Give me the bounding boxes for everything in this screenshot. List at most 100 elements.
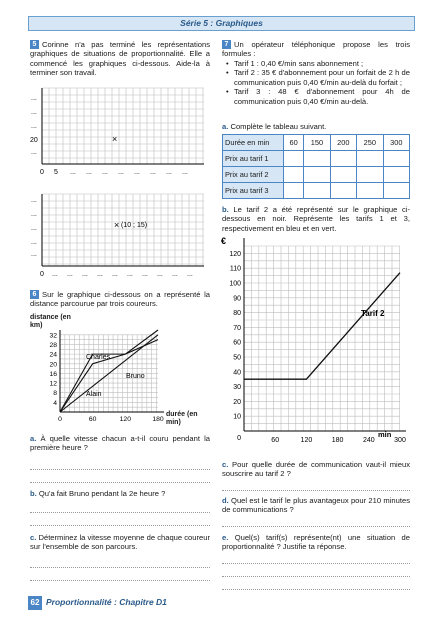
exercise-7-question-c: c. Pour quelle durée de communication va… [222, 460, 410, 479]
series-line-tarif-2 [244, 272, 401, 380]
question-c-text: Déterminez la vitesse moyenne de chaque … [30, 533, 210, 552]
graph-1-x-placeholder: ... [166, 169, 172, 176]
graph-1-x-placeholder: ... [86, 169, 92, 176]
table-cell[interactable] [282, 166, 305, 183]
y-tick-label: 10 [233, 414, 241, 421]
table-cell[interactable] [356, 166, 384, 183]
y-tick-label: 120 [229, 251, 241, 258]
graph-1-x-placeholder: ... [102, 169, 108, 176]
table-row-label: Prix au tarif 1 [222, 150, 284, 167]
x-tick-label: 180 [152, 416, 164, 423]
exercise-5-text: Corinne n'a pas terminé les représentati… [30, 40, 210, 78]
x-tick-label: 300 [394, 437, 406, 444]
question-7e-text: Quel(s) tarif(s) représente(nt) une situ… [222, 533, 410, 552]
graph-1-x-placeholder: ... [150, 169, 156, 176]
table-header-cell: 60 [282, 134, 305, 151]
exercise-6-question-b: b. Qu'a fait Bruno pendant la 2e heure ? [30, 489, 210, 498]
exercise-6-question-c: c. Déterminez la vitesse moyenne de chaq… [30, 533, 210, 552]
graph-1-y-placeholder: ... [31, 123, 37, 130]
tarif-item-1: • Tarif 1 : 0,40 €/min sans abonnement ; [226, 59, 364, 68]
graph-1-x-label: 5 [54, 169, 58, 176]
graph-2-y-placeholder: ... [31, 239, 37, 246]
y-tick-label: 4 [53, 400, 57, 407]
table-cell[interactable] [382, 182, 411, 199]
table-cell[interactable] [329, 166, 358, 183]
table-cell[interactable] [356, 182, 384, 199]
series-label-alain: Alain [86, 391, 102, 398]
graph-1-point-mark: × [112, 134, 117, 144]
graph-1-x-placeholder: ... [134, 169, 140, 176]
x-tick-label: 60 [89, 416, 97, 423]
answer-lines-7e [222, 551, 410, 590]
question-a-text: À quelle vitesse chacun a-t-il couru pen… [30, 434, 210, 453]
table-row: Prix au tarif 2 [222, 166, 411, 183]
x-tick-label: 120 [120, 416, 132, 423]
y-tick-label: 70 [233, 325, 241, 332]
exercise-6-text: Sur le graphique ci-dessous on a représe… [30, 290, 210, 309]
graph-2-y-placeholder: ... [31, 197, 37, 204]
table-row: Durée en min 60 150 200 250 300 [222, 134, 411, 151]
runners-graph-x-title: durée (en min) [166, 411, 198, 427]
y-tick-label: 80 [233, 310, 241, 317]
question-7b-label: b. [222, 205, 229, 214]
exercise-7-question-e: e. Quel(s) tarif(s) représente(nt) une s… [222, 533, 410, 552]
exercise-7-question-d: d. Quel est le tarif le plus avantageux … [222, 496, 410, 515]
exercise-5-statement: 5 Corinne n'a pas terminé les représentat… [30, 40, 210, 78]
graph-2-y-placeholder: ... [31, 225, 37, 232]
series-line-charles [59, 329, 159, 413]
graph-2-x-placeholder: ... [52, 271, 58, 278]
question-a-label: a. [30, 434, 37, 443]
graph-2-x-placeholder: ... [172, 271, 178, 278]
y-tick-label: 32 [49, 332, 57, 339]
answer-lines-7d [222, 514, 410, 527]
table-cell[interactable] [303, 182, 331, 199]
table-cell[interactable] [356, 150, 384, 167]
y-tick-label: 24 [49, 352, 57, 359]
exercise-6-statement: 6 Sur le graphique ci-dessous on a représ… [30, 290, 210, 309]
graph-1-y-placeholder: ... [31, 149, 37, 156]
table-cell[interactable] [282, 182, 305, 199]
runners-graph-y-title: distance (en km) [30, 314, 71, 330]
y-tick-label: 12 [49, 381, 57, 388]
question-7a-text: Complète le tableau suivant. [230, 122, 327, 131]
graph-2-x-placeholder: ... [142, 271, 148, 278]
table-row-label: Prix au tarif 2 [222, 166, 284, 183]
exercise-5-graph-2: ............... 0 ......................… [31, 193, 204, 278]
page-number: 62 [28, 596, 42, 610]
table-cell[interactable] [282, 150, 305, 167]
question-b-text: Qu'a fait Bruno pendant la 2e heure ? [38, 489, 166, 498]
x-tick-label: 60 [271, 437, 279, 444]
x-tick-label: 0 [58, 416, 62, 423]
table-cell[interactable] [382, 150, 411, 167]
tarif-2-label: Tarif 2 [361, 309, 385, 318]
table-cell[interactable] [303, 166, 331, 183]
graph-1-y-placeholder: ... [31, 109, 37, 116]
table-cell[interactable] [329, 150, 358, 167]
series-label-charles: Charles [86, 354, 111, 361]
question-7c-text: Pour quelle durée de communication vaut-… [222, 460, 410, 479]
table-header-cell: 250 [356, 134, 384, 151]
tarif-table: Durée en min 60 150 200 250 300 Prix au … [222, 134, 411, 199]
graph-1-x-origin: 0 [40, 169, 44, 176]
x-tick-label: 180 [332, 437, 344, 444]
exercise-6-question-a: a. À quelle vitesse chacun a-t-il couru … [30, 434, 210, 453]
graph-2-y-placeholder: ... [31, 211, 37, 218]
y-tick-label: 30 [233, 384, 241, 391]
tarif-chart-x-unit: min [378, 430, 392, 439]
y-tick-label: 60 [233, 340, 241, 347]
table-cell[interactable] [303, 150, 331, 167]
y-tick-label: 20 [233, 399, 241, 406]
tarif-chart-y-unit: € [221, 236, 226, 246]
answer-lines-6c [30, 555, 210, 581]
table-header-cell: 200 [329, 134, 358, 151]
y-tick-label: 40 [233, 369, 241, 376]
table-cell[interactable] [329, 182, 358, 199]
graph-1-y-placeholder: ... [31, 95, 37, 102]
question-7d-label: d. [222, 496, 229, 505]
series-line-alain [59, 334, 159, 413]
table-header-duration: Durée en min [222, 134, 284, 151]
graph-2-x-placeholder: ... [112, 271, 118, 278]
exercise-5-graph-1: ............ 20 0 5 ....................… [30, 87, 204, 176]
table-cell[interactable] [382, 166, 411, 183]
y-tick-label: 8 [53, 390, 57, 397]
